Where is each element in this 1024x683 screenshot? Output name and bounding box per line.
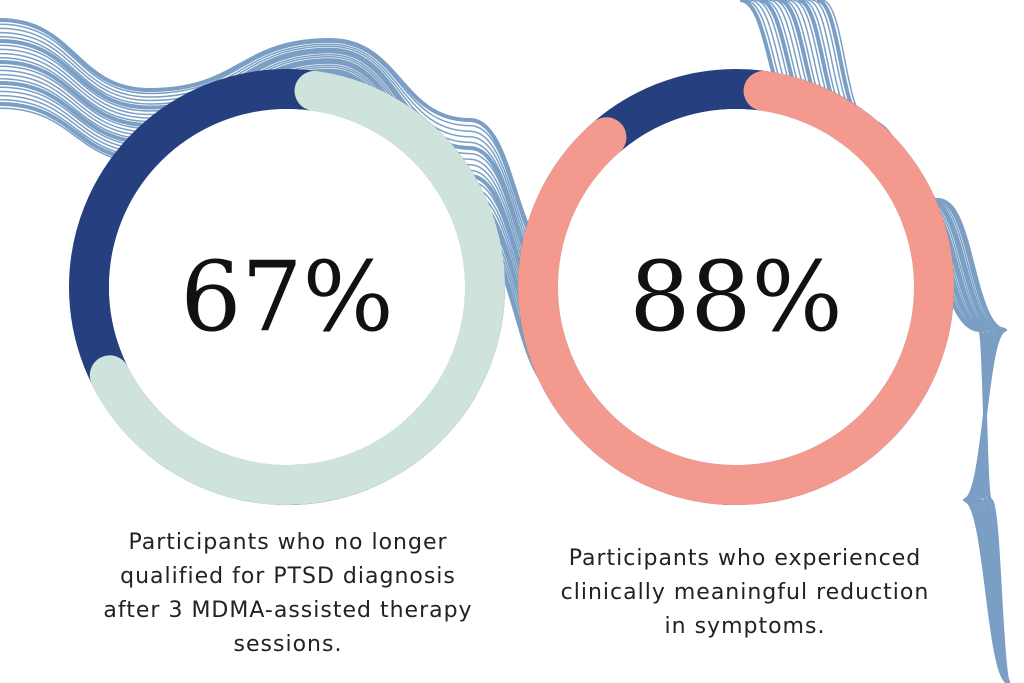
donut-segment-value — [69, 69, 505, 505]
caption-symptom-reduction: Participants who experienced clinically … — [560, 546, 930, 639]
caption-ptsd: Participants who no longer qualified for… — [103, 530, 473, 657]
donut-chart-symptom-reduction: 88% — [518, 69, 954, 505]
donut-center — [558, 109, 914, 465]
donut-label-67: 67% — [180, 241, 393, 353]
donut-segment-value — [518, 69, 954, 505]
donut-chart-ptsd: 67% — [69, 69, 505, 505]
donut-center — [109, 109, 465, 465]
donut-label-88: 88% — [629, 241, 842, 353]
